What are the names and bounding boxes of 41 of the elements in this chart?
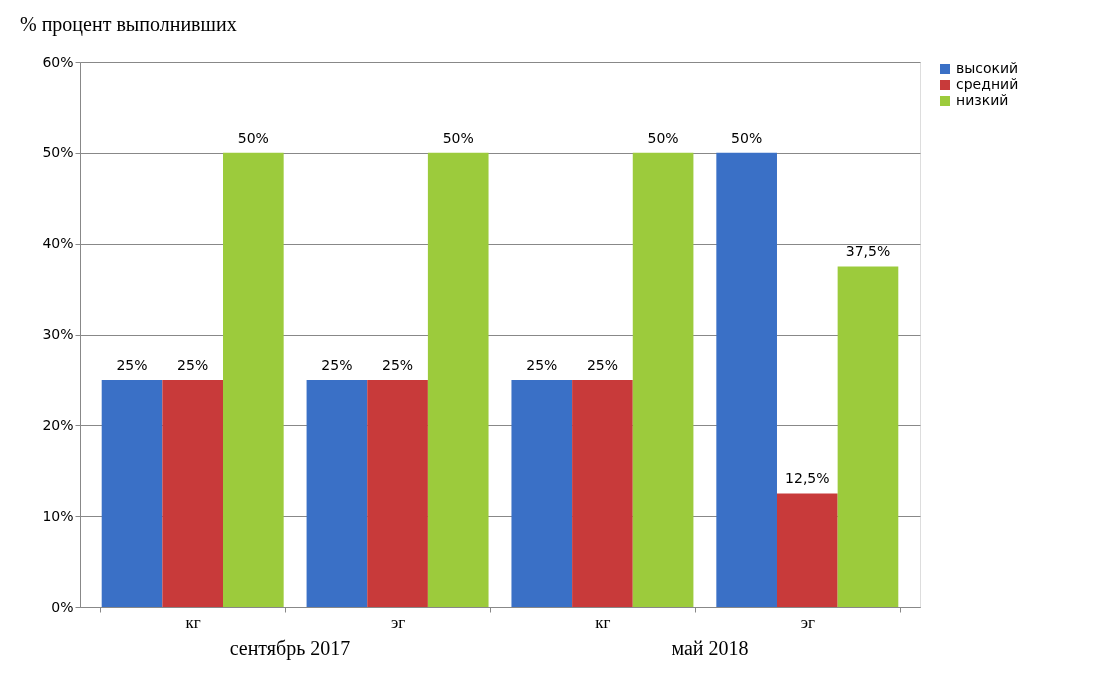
bar bbox=[427, 152, 489, 607]
data-label: 25% bbox=[116, 356, 148, 373]
data-label: 25% bbox=[382, 356, 414, 373]
text: сентябрь 2017 bbox=[229, 637, 351, 660]
data-label: 25% bbox=[177, 356, 209, 373]
bar bbox=[572, 379, 633, 607]
data-label: 50% bbox=[731, 129, 763, 146]
bar bbox=[101, 379, 163, 607]
data-label: 50% bbox=[237, 129, 269, 146]
data-label: 50% bbox=[442, 129, 474, 146]
bar bbox=[632, 152, 694, 607]
bar bbox=[223, 152, 284, 607]
bar bbox=[367, 379, 428, 607]
legend-label: низкий bbox=[956, 92, 1009, 108]
y-tick-label: 0% bbox=[51, 598, 74, 615]
x-tick-label: эг bbox=[390, 612, 406, 632]
y-tick-label: 30% bbox=[42, 326, 74, 342]
data-label: 25% bbox=[321, 356, 353, 373]
x-tick-label: эг bbox=[800, 612, 815, 632]
x-tick-label: кг bbox=[595, 612, 611, 632]
data-label: 37,5% bbox=[845, 243, 891, 260]
bar bbox=[306, 379, 368, 607]
y-tick-label: 50% bbox=[42, 144, 74, 161]
text: май 2018 bbox=[671, 637, 749, 659]
y-tick-label: 40% bbox=[42, 235, 74, 252]
data-label: 50% bbox=[647, 129, 679, 146]
bar bbox=[162, 379, 224, 607]
y-tick-label: 20% bbox=[42, 416, 74, 433]
bar bbox=[716, 152, 777, 607]
data-label: 25% bbox=[526, 356, 558, 373]
bar bbox=[776, 493, 838, 607]
chart-title: % процент выполнивших bbox=[20, 13, 237, 36]
y-tick-label: 60% bbox=[42, 53, 74, 70]
data-label: 12,5% bbox=[785, 470, 830, 487]
legend-label: высокий bbox=[956, 60, 1019, 76]
legend-label: средний bbox=[956, 76, 1019, 92]
data-label: 25% bbox=[586, 356, 618, 373]
x-tick-label: кг bbox=[185, 612, 201, 632]
bar bbox=[837, 266, 899, 607]
bar bbox=[511, 379, 573, 607]
y-tick-label: 10% bbox=[42, 507, 74, 524]
